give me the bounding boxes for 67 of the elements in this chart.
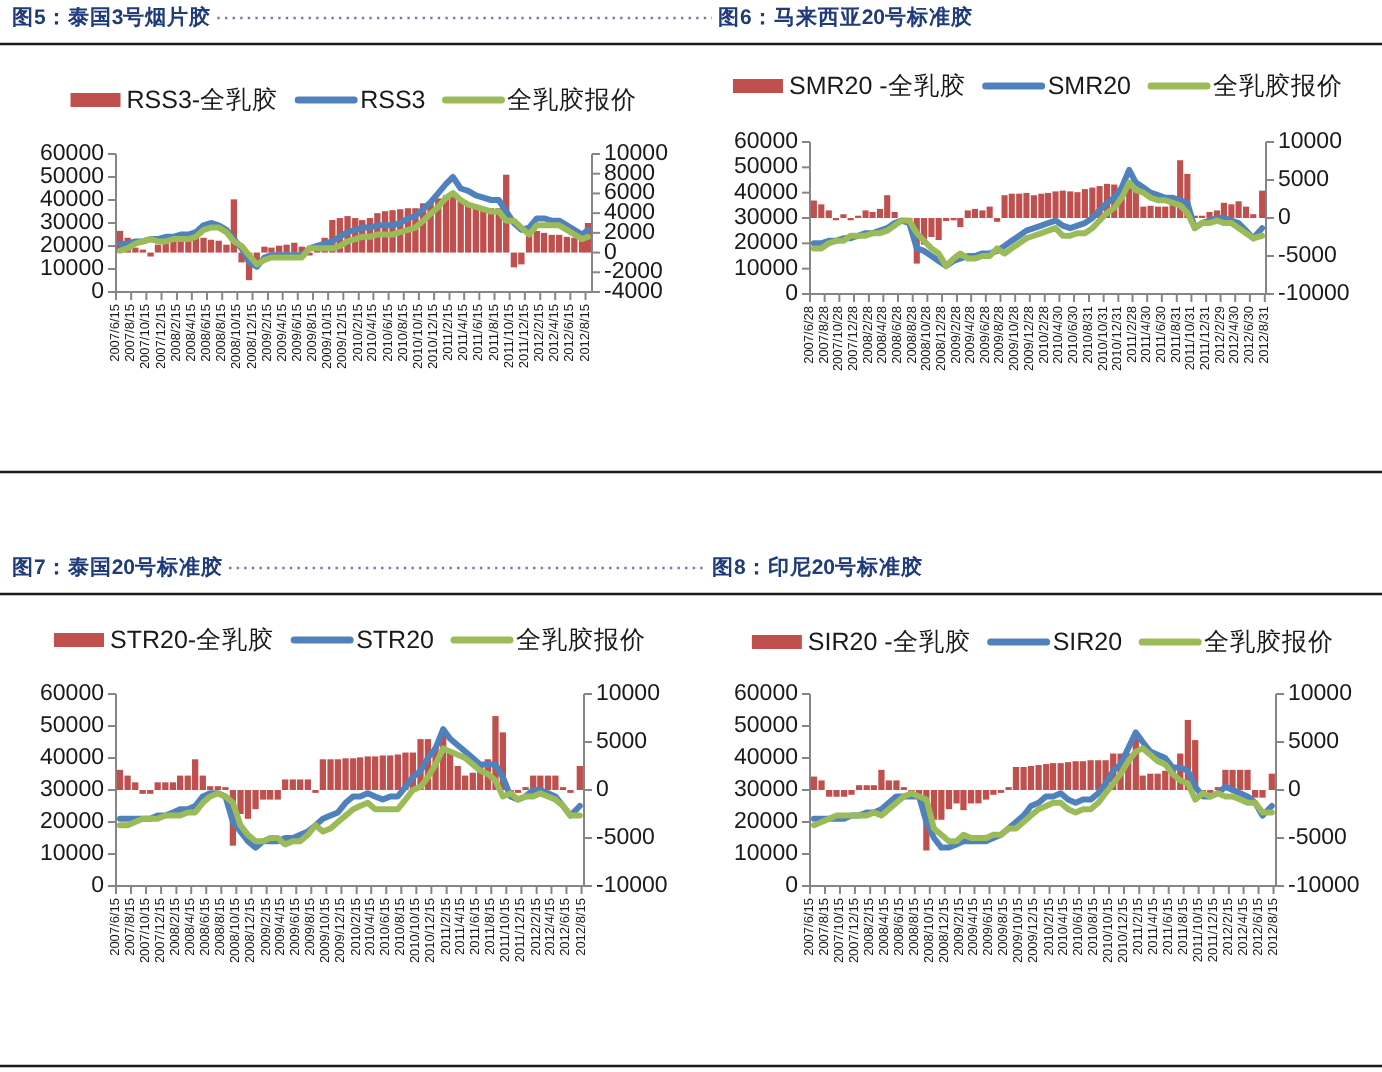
y2-tick-label: 6000: [604, 181, 656, 206]
chart-title: 图8：印尼20号标准胶: [712, 554, 924, 580]
y-tick-label: 40000: [734, 180, 798, 205]
legend-label: SMR20 -全乳胶: [788, 72, 966, 100]
y2-tick-label: -10000: [596, 874, 668, 898]
legend-label: SIR20 -全乳胶: [807, 628, 971, 656]
legend-label: SMR20: [1047, 72, 1132, 100]
y-tick-label: 60000: [734, 682, 798, 706]
y-tick-label: 30000: [734, 206, 798, 230]
y-tick-label: 20000: [734, 231, 798, 256]
y-tick-label: 10000: [40, 842, 104, 866]
y2-tick-label: 2000: [604, 220, 656, 245]
y2-tick-label: 5000: [1288, 730, 1340, 754]
y2-tick-label: -10000: [1288, 874, 1360, 898]
y-tick-label: 20000: [40, 810, 104, 834]
y-tick-label: 40000: [40, 746, 104, 770]
y-tick-label: 30000: [40, 211, 104, 235]
y-tick-label: 60000: [40, 142, 104, 166]
y-tick-label: 30000: [734, 778, 798, 802]
y2-tick-label: 10000: [604, 142, 668, 166]
y-tick-label: 50000: [734, 155, 798, 180]
y2-tick-label: 5000: [596, 730, 648, 754]
y2-tick-label: -4000: [604, 280, 663, 304]
y2-tick-label: -10000: [1278, 282, 1350, 306]
y2-tick-label: -5000: [1278, 244, 1337, 268]
y-tick-label: 60000: [40, 682, 104, 706]
y2-tick-label: 0: [1288, 778, 1301, 802]
y-tick-label: 50000: [734, 714, 798, 738]
chart-title: 图5：泰国3号烟片胶: [12, 4, 212, 30]
y2-tick-label: 8000: [604, 161, 656, 186]
y2-tick-label: -2000: [604, 260, 663, 285]
y2-tick-label: -5000: [596, 826, 655, 850]
y-tick-label: 50000: [40, 165, 104, 189]
y-tick-label: 10000: [40, 257, 104, 281]
y2-tick-label: 10000: [596, 682, 660, 706]
chart-title: 图7：泰国20号标准胶: [12, 554, 224, 580]
y-tick-label: 0: [785, 282, 798, 306]
y-tick-label: 50000: [40, 714, 104, 738]
legend-label: 全乳胶报价: [515, 626, 646, 654]
y-tick-label: 40000: [734, 746, 798, 770]
legend-label: 全乳胶报价: [1204, 628, 1335, 656]
y-tick-label: 40000: [40, 188, 104, 212]
y-tick-label: 20000: [40, 234, 104, 258]
y-tick-label: 0: [91, 280, 104, 304]
y-tick-label: 20000: [734, 810, 798, 834]
legend-label: 全乳胶报价: [507, 86, 638, 114]
legend-label: RSS3-全乳胶: [126, 86, 279, 114]
y2-tick-label: 0: [1278, 206, 1291, 230]
legend-label: STR20: [356, 626, 435, 654]
y-tick-label: 10000: [734, 842, 798, 866]
y2-tick-label: 0: [596, 778, 609, 802]
y2-tick-label: -5000: [1288, 826, 1347, 850]
y2-tick-label: 10000: [1288, 682, 1352, 706]
y-tick-label: 30000: [40, 778, 104, 802]
y-tick-label: 60000: [734, 130, 798, 154]
y2-tick-label: 5000: [1278, 168, 1330, 192]
y-tick-label: 0: [785, 874, 798, 898]
chart-title: 图6：马来西亚20号标准胶: [718, 4, 974, 30]
y2-tick-label: 0: [604, 240, 617, 265]
legend-label: SIR20: [1052, 628, 1123, 656]
y-tick-label: 10000: [734, 256, 798, 281]
y2-tick-label: 10000: [1278, 130, 1342, 154]
y2-tick-label: 4000: [604, 201, 656, 226]
legend-label: STR20-全乳胶: [110, 626, 275, 654]
y-tick-label: 0: [91, 874, 104, 898]
legend-label: RSS3: [360, 86, 426, 114]
legend-label: 全乳胶报价: [1213, 72, 1344, 100]
